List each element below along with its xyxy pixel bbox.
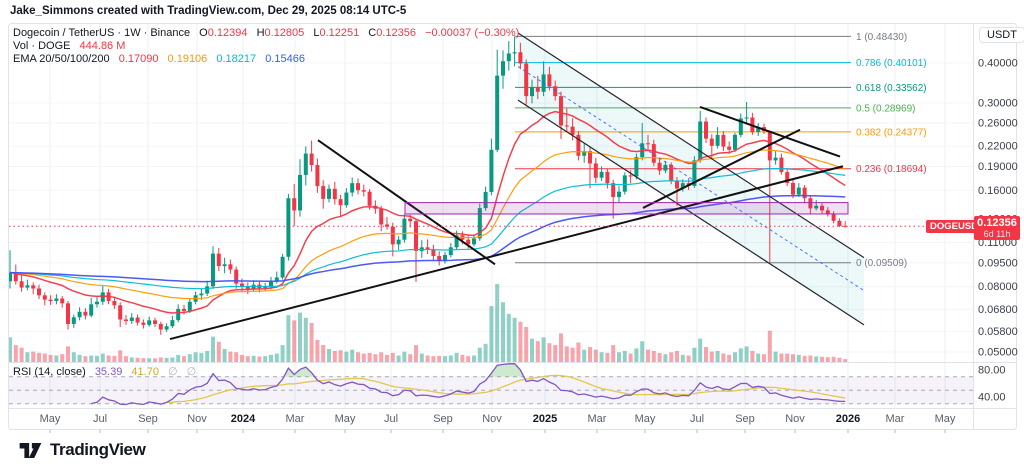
svg-text:May: May: [635, 413, 656, 425]
svg-text:0.05000: 0.05000: [978, 347, 1018, 359]
svg-text:0 (0.09509): 0 (0.09509): [856, 258, 907, 269]
ohlc-low-label: L: [313, 27, 320, 39]
svg-text:0.16000: 0.16000: [978, 185, 1018, 197]
ohlc-close-value: 0.12356: [376, 27, 417, 39]
svg-text:Sep: Sep: [433, 413, 453, 425]
svg-text:Mar: Mar: [588, 413, 607, 425]
rsi-ma-value: 41.70: [131, 366, 159, 378]
drawings-layer: [9, 32, 973, 341]
ema-lines-layer: [9, 110, 846, 314]
svg-text:2026: 2026: [836, 413, 860, 425]
symbol-title[interactable]: Dogecoin / TetherUS · 1W · Binance: [13, 27, 191, 39]
svg-text:May: May: [335, 413, 356, 425]
svg-text:80.00: 80.00: [978, 365, 1006, 377]
svg-text:0.40000: 0.40000: [978, 58, 1018, 70]
volume-value: 444.86 M: [79, 40, 126, 52]
ohlc-high-value: 0.12805: [264, 27, 305, 39]
current-price-value: 0.12356: [977, 217, 1017, 229]
svg-text:Jul: Jul: [690, 413, 704, 425]
ema-label[interactable]: EMA 20/50/100/200: [13, 53, 110, 65]
rsi-pane: [9, 363, 973, 406]
svg-text:May: May: [40, 413, 61, 425]
fib-retracement-layer: 1 (0.48430) 0.786 (0.40101) 0.618 (0.33562…: [515, 32, 927, 269]
svg-text:0.786 (0.40101): 0.786 (0.40101): [856, 58, 927, 69]
svg-text:Nov: Nov: [785, 413, 805, 425]
svg-text:Mar: Mar: [286, 413, 305, 425]
svg-text:0.19000: 0.19000: [978, 161, 1018, 173]
svg-text:Mar: Mar: [886, 413, 905, 425]
ohlc-open-label: O: [199, 27, 208, 39]
rsi-value: 35.39: [94, 366, 123, 378]
svg-text:Nov: Nov: [482, 413, 502, 425]
current-price-symbol-tag: DOGEUSDT: [926, 220, 988, 233]
wedge-ascending: [642, 128, 801, 209]
ascending-support: [169, 165, 844, 341]
rsi-legend: RSI (14, close) 35.39 41.70 ∅ ∅: [13, 365, 196, 378]
svg-text:0.30000: 0.30000: [978, 97, 1018, 109]
ohlc-high-label: H: [256, 27, 265, 39]
bar-countdown: 6d 11h: [983, 229, 1011, 239]
price-axis-currency-toggle[interactable]: USDT: [979, 27, 1024, 43]
rsi-empty-icon-1: ∅: [168, 366, 178, 378]
svg-text:0.09500: 0.09500: [978, 257, 1018, 269]
svg-text:Jul: Jul: [384, 413, 398, 425]
svg-text:Sep: Sep: [138, 413, 158, 425]
ema20-value: 0.17090: [118, 53, 159, 65]
tradingview-icon: [19, 442, 42, 458]
svg-text:0.08000: 0.08000: [978, 281, 1018, 293]
svg-text:Nov: Nov: [187, 413, 207, 425]
svg-text:1 (0.48430): 1 (0.48430): [856, 32, 907, 43]
svg-text:0.26000: 0.26000: [978, 117, 1018, 129]
ema100-value: 0.18217: [216, 53, 257, 65]
svg-text:0.22000: 0.22000: [978, 141, 1018, 153]
ohlc-close-label: C: [368, 27, 377, 39]
current-price-axis-label[interactable]: 0.12356 6d 11h: [974, 216, 1020, 240]
svg-text:Jul: Jul: [93, 413, 107, 425]
svg-text:0.5 (0.28969): 0.5 (0.28969): [856, 103, 916, 114]
svg-text:40.00: 40.00: [978, 392, 1006, 404]
rsi-label[interactable]: RSI (14, close): [13, 366, 86, 378]
chart-legend: Dogecoin / TetherUS · 1W · Binance O0.12…: [13, 27, 519, 66]
volume-label[interactable]: Vol · DOGE: [13, 40, 71, 52]
change-value: −0.00037 (−0.30%): [425, 27, 520, 39]
ohlc-low-value: 0.12251: [319, 27, 360, 39]
ema200-value: 0.15466: [265, 53, 305, 65]
svg-text:0.236 (0.18694): 0.236 (0.18694): [856, 164, 927, 175]
rsi-empty-icon-2: ∅: [186, 366, 197, 378]
axes-layer: 0.40000 0.30000 0.26000 0.22000 0.19000 0.160…: [8, 23, 1018, 433]
svg-text:0.05800: 0.05800: [978, 326, 1018, 338]
svg-text:2025: 2025: [533, 413, 557, 425]
ohlc-open-value: 0.12394: [207, 27, 248, 39]
tradingview-brand-text: TradingView: [50, 440, 146, 459]
ema50-value: 0.19106: [167, 53, 208, 65]
wedge-descending: [699, 106, 841, 158]
support-zone-rect: [404, 202, 849, 215]
attribution-text: Jake_Simmons created with TradingView.co…: [10, 5, 407, 17]
svg-text:2024: 2024: [231, 413, 256, 425]
svg-text:0.06800: 0.06800: [978, 304, 1018, 316]
svg-text:Sep: Sep: [735, 413, 755, 425]
svg-text:0.382 (0.24377): 0.382 (0.24377): [856, 127, 927, 138]
svg-text:May: May: [935, 413, 956, 425]
svg-text:0.618 (0.33562): 0.618 (0.33562): [856, 83, 927, 94]
tradingview-footer-logo[interactable]: TradingView: [18, 440, 146, 460]
volume-layer: [8, 284, 848, 362]
